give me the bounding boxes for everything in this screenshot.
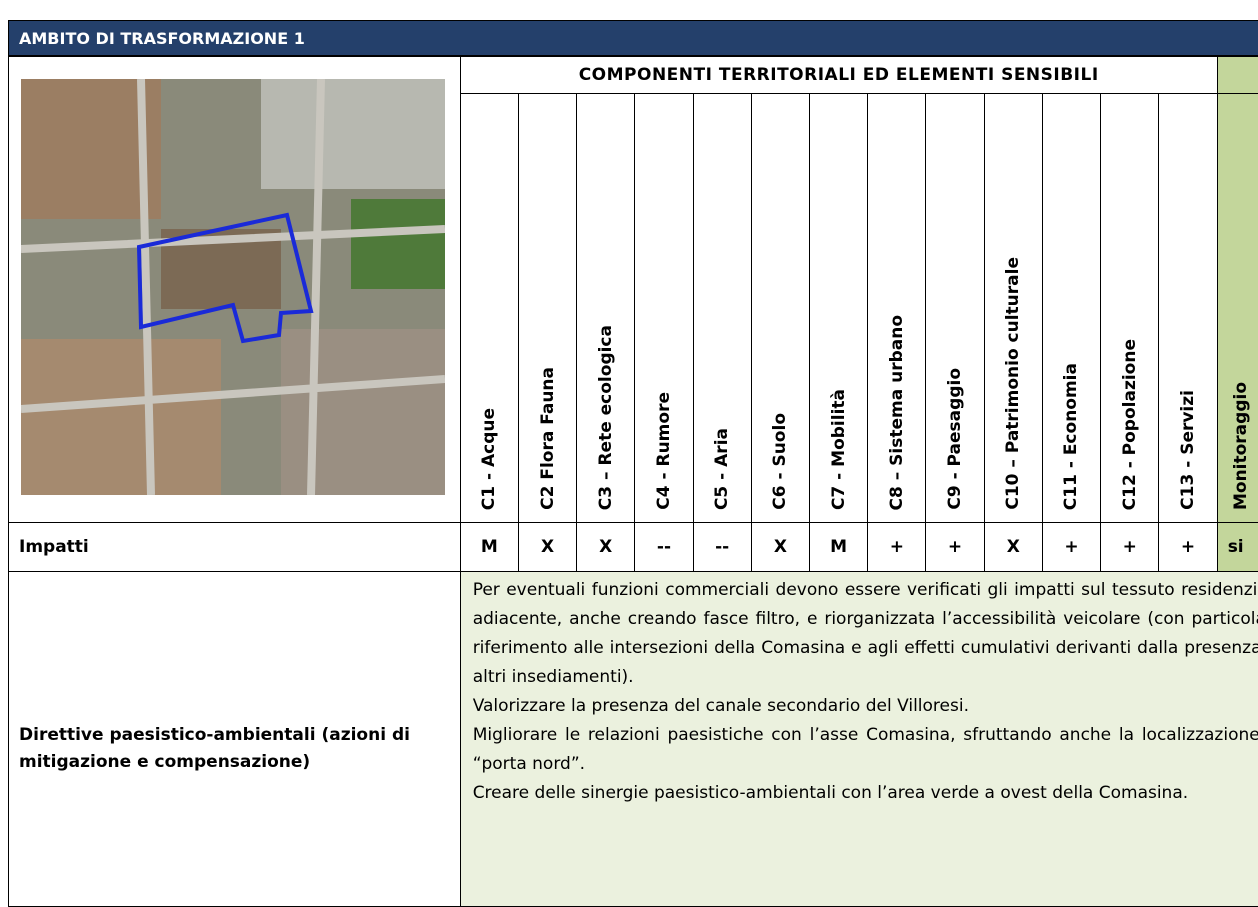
directives-text: Per eventuali funzioni commerciali devon… [459,571,1258,907]
column-header-cell: C2 Flora Fauna [517,93,578,523]
column-header: Monitoraggio [1231,381,1252,510]
row-label: Direttive paesistico-ambientali (azioni … [8,571,461,907]
column-header: C8 – Sistema urbano [886,314,907,511]
column-header-cell: C9 - Paesaggio [925,93,985,523]
column-header: C11 - Economia [1061,362,1082,510]
column-header-cell: C8 – Sistema urbano [867,93,927,523]
paragraph: Valorizzare la presenza del canale secon… [472,696,969,716]
column-header-cell: C1 - Acque [459,93,519,523]
section-title: AMBITO DI TRASFORMAZIONE 1 [8,20,1258,56]
column-header: C12 - Popolazione [1119,338,1140,510]
document: AMBITO DI TRASFORMAZIONE 1 COMPONENTI TE… [8,20,1258,907]
column-header-cell: Monitoraggio [1216,93,1258,523]
paragraph: Migliorare le relazioni paesistiche con … [472,725,1258,774]
impact-value: -- [634,522,694,572]
impact-value: si [1216,522,1258,572]
column-header-cell: C5 - Aria [692,93,752,523]
column-header-cell: C11 - Economia [1041,93,1102,523]
column-header-cell: C10 – Patrimonio culturale [983,93,1043,523]
column-header-cell: C6 - Suolo [750,93,811,523]
column-header: C9 - Paesaggio [945,368,966,510]
column-header: C1 - Acque [479,407,500,510]
column-header-cell: C12 - Popolazione [1100,93,1160,523]
column-header: C4 - Rumore [653,392,674,510]
impact-value: -- [692,522,752,572]
column-header: C2 Flora Fauna [537,367,558,510]
aerial-map [20,78,446,496]
column-header-cell: C4 - Rumore [634,93,694,523]
column-header-cell: C7 - Mobilità [808,93,869,523]
row-label: Impatti [8,522,461,572]
map-cell [8,56,461,523]
impact-value: + [867,522,927,572]
column-header: C10 – Patrimonio culturale [1003,257,1024,510]
impact-value: M [808,522,869,572]
impact-value: X [983,522,1043,572]
column-header-cell: C3 – Rete ecologica [576,93,636,523]
column-header: C6 - Suolo [770,413,791,510]
impact-value: X [576,522,636,572]
impact-value: M [459,522,519,572]
monitoring-head [1216,56,1258,94]
impact-table: COMPONENTI TERRITORIALI ED ELEMENTI SENS… [8,56,1258,907]
paragraph: Creare delle sinergie paesistico-ambient… [472,783,1189,803]
column-header-cell: C13 - Servizi [1158,93,1218,523]
column-header: C13 - Servizi [1178,390,1198,510]
impact-value: X [517,522,578,572]
impact-value: + [1041,522,1102,572]
impact-value: + [1158,522,1218,572]
impact-value: + [925,522,985,572]
impact-value: + [1100,522,1160,572]
column-header: C3 – Rete ecologica [595,324,616,510]
column-header: C5 - Aria [712,427,733,510]
column-header: C7 - Mobilità [828,388,849,510]
paragraph: Per eventuali funzioni commerciali devon… [472,580,1258,687]
impact-value: X [750,522,811,572]
table-heading: COMPONENTI TERRITORIALI ED ELEMENTI SENS… [459,56,1218,94]
